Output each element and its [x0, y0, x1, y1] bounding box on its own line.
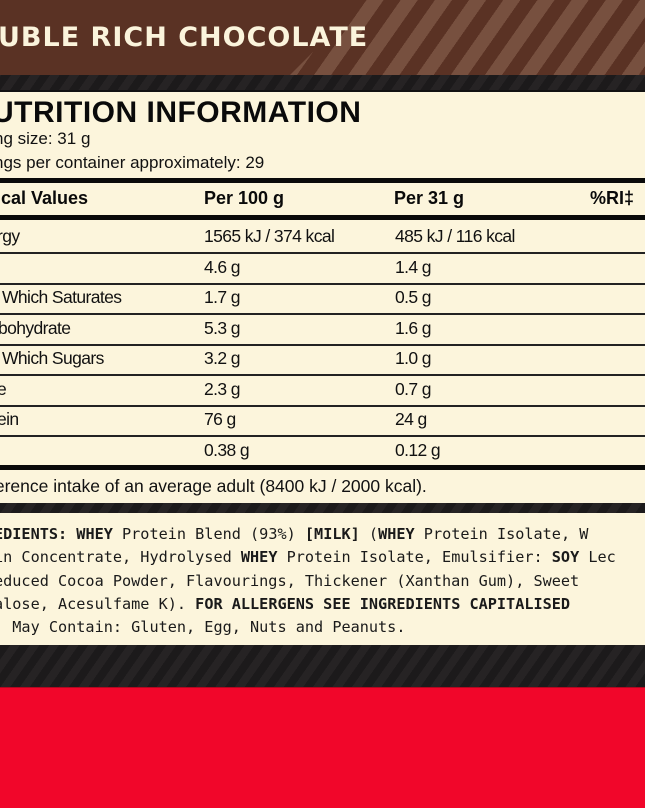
- ingredients-heading: EDIENTS:: [0, 525, 77, 543]
- row-per-100g: 2.3 g: [204, 379, 241, 399]
- ingredients-line: educed Cocoa Powder, Flavourings, Thicke…: [0, 570, 645, 593]
- row-per-serving: 0.5 g: [395, 287, 432, 307]
- allergen-milk: [MILK]: [304, 525, 360, 543]
- ingredient-text: Protein Isolate, Emulsifier:: [277, 548, 552, 567]
- row-per-100g: 76 g: [204, 409, 236, 429]
- row-label: bohydrate: [0, 318, 71, 338]
- flavor-header-band: UBLE RICH CHOCOLATE: [0, 0, 645, 75]
- allergen-whey: WHEY: [378, 525, 415, 543]
- row-per-100g: 4.6 g: [204, 257, 241, 277]
- ingredient-text: in Concentrate, Hydrolysed: [0, 548, 241, 567]
- servings-per-container: ngs per container approximately: 29: [0, 153, 265, 172]
- row-per-100g: 1.7 g: [204, 287, 241, 307]
- row-divider: [0, 283, 645, 285]
- may-contain-text: . May Contain: Gluten, Egg, Nuts and Pea…: [0, 618, 406, 637]
- row-per-serving: 485 kJ / 116 kcal: [395, 226, 515, 246]
- col-header-per-serving: Per 31 g: [394, 188, 465, 208]
- allergen-soy: SOY: [551, 548, 580, 567]
- row-divider: [0, 344, 645, 346]
- ingredient-text: (: [359, 525, 379, 543]
- row-per-serving: 24 g: [395, 409, 427, 429]
- ingredients-line: . May Contain: Gluten, Egg, Nuts and Pea…: [0, 616, 645, 639]
- col-header-ri: %RI‡: [590, 188, 635, 208]
- ingredients-divider-band: [0, 503, 645, 513]
- row-divider: [0, 374, 645, 376]
- row-per-100g: 1565 kJ / 374 kcal: [204, 226, 335, 246]
- ingredients-line: alose, Acesulfame K). FOR ALLERGENS SEE …: [0, 593, 645, 616]
- reference-intake-footnote: ference intake of an average adult (8400…: [0, 476, 427, 496]
- ingredients-line: EDIENTS: WHEY Protein Blend (93%) [MILK]…: [0, 523, 645, 546]
- flavor-title: UBLE RICH CHOCOLATE: [0, 22, 369, 53]
- serving-size: ng size: 31 g: [0, 129, 91, 148]
- row-per-serving: 1.0 g: [395, 348, 432, 368]
- row-per-100g: 0.38 g: [204, 440, 250, 460]
- row-divider: [0, 313, 645, 315]
- row-per-100g: 5.3 g: [204, 318, 241, 338]
- header-bottom-rule: [0, 215, 645, 220]
- ingredient-text: Protein Isolate, W: [414, 525, 589, 543]
- row-per-100g: 3.2 g: [204, 348, 241, 368]
- row-divider: [0, 435, 645, 437]
- allergen-notice: FOR ALLERGENS SEE INGREDIENTS CAPITALISE…: [195, 594, 571, 613]
- ingredient-text: educed Cocoa Powder, Flavourings, Thicke…: [0, 571, 580, 590]
- row-divider: [0, 252, 645, 254]
- row-divider: [0, 405, 645, 407]
- row-per-serving: 0.12 g: [395, 440, 441, 460]
- row-label: Which Sugars: [2, 348, 104, 368]
- ingredient-text: Protein Blend (93%): [112, 525, 305, 543]
- nutrition-title: UTRITION INFORMATION: [0, 96, 362, 129]
- ingredient-text: alose, Acesulfame K).: [0, 594, 196, 613]
- row-label: e: [0, 379, 7, 399]
- row-per-serving: 0.7 g: [395, 379, 432, 399]
- ingredient-text: Lec: [579, 548, 616, 567]
- row-label: ein: [0, 409, 19, 429]
- row-label: rgy: [0, 226, 20, 246]
- ingredients-text: EDIENTS: WHEY Protein Blend (93%) [MILK]…: [0, 523, 645, 639]
- col-header-typical-values: ical Values: [0, 188, 89, 208]
- table-top-rule: [0, 178, 645, 183]
- bottom-dark-band: [0, 645, 645, 687]
- row-per-serving: 1.6 g: [395, 318, 432, 338]
- red-brand-band: [0, 687, 645, 808]
- col-header-per-100g: Per 100 g: [204, 188, 285, 208]
- table-bottom-rule: [0, 465, 645, 470]
- dark-divider-band: [0, 75, 645, 90]
- row-per-serving: 1.4 g: [395, 257, 432, 277]
- ingredients-line: in Concentrate, Hydrolysed WHEY Protein …: [0, 546, 645, 569]
- row-label: Which Saturates: [2, 287, 122, 307]
- allergen-whey: WHEY: [240, 548, 278, 567]
- allergen-whey: WHEY: [76, 525, 113, 543]
